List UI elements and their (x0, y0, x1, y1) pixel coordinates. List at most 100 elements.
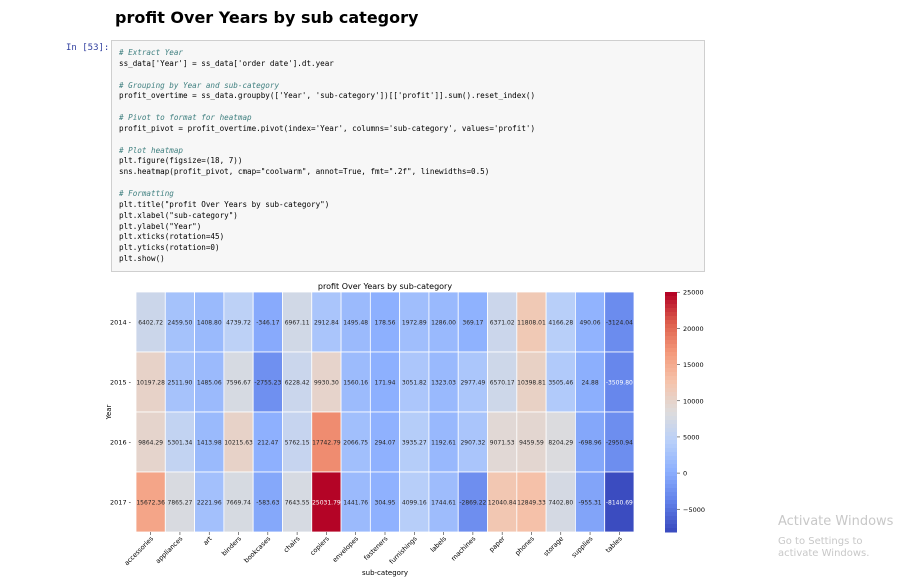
colorbar-segment (665, 352, 677, 357)
colorbar-segment (665, 460, 677, 465)
colorbar-segment (665, 456, 677, 461)
code-line: ss_data['Year'] = ss_data['order date'].… (119, 58, 334, 68)
x-tick-label: appliances (154, 534, 185, 565)
heatmap-cell (575, 411, 606, 473)
cell-annotation: -2755.23 (254, 380, 281, 387)
cell-annotation: 2907.32 (460, 440, 485, 447)
code-line: plt.show() (119, 254, 165, 264)
cell-annotation: 7643.55 (285, 500, 310, 507)
section-heading: profit Over Years by sub category (115, 8, 419, 27)
colorbar-segment (665, 308, 677, 313)
colorbar-segment (665, 484, 677, 489)
cell-annotation: 2066.75 (343, 440, 368, 447)
colorbar-tick-label: 25000 (683, 289, 704, 297)
heatmap-cell (194, 291, 225, 353)
cell-annotation: 12849.33 (517, 500, 546, 507)
colorbar-segment (665, 372, 677, 377)
cell-annotation: 3505.46 (548, 380, 573, 387)
x-tick-label: envelopes (331, 534, 361, 564)
colorbar-segment (665, 392, 677, 397)
heatmap-cell (252, 351, 283, 413)
heatmap-cell (311, 291, 342, 353)
colorbar-segment (665, 496, 677, 501)
heatmap-cell (164, 411, 195, 473)
heatmap-cell (164, 471, 195, 533)
colorbar-segment (665, 356, 677, 361)
colorbar-segment (665, 512, 677, 517)
colorbar-segment (665, 448, 677, 453)
cell-annotation: 294.07 (375, 440, 396, 447)
heatmap-cell (340, 351, 371, 413)
heatmap-cell (135, 471, 166, 533)
cell-annotation: 1413.98 (197, 440, 222, 447)
cell-annotation: 10398.81 (517, 380, 546, 387)
heatmap-cell (252, 471, 283, 533)
colorbar-segment (665, 340, 677, 345)
heatmap-cell (135, 291, 166, 353)
code-comment: # Plot heatmap (119, 145, 184, 155)
x-tick-label: fasteners (362, 534, 390, 562)
x-tick-label: bookcases (242, 534, 272, 564)
cell-annotation: 9864.29 (138, 440, 163, 447)
code-line: plt.xticks(rotation=45) (119, 232, 225, 242)
heatmap-cell (135, 351, 166, 413)
colorbar-segment (665, 320, 677, 325)
cell-annotation: 171.94 (375, 380, 396, 387)
cell-annotation: 7596.67 (226, 380, 251, 387)
colorbar-segment (665, 396, 677, 401)
cell-annotation: 11808.01 (517, 320, 546, 327)
colorbar-segment (665, 364, 677, 369)
code-cell[interactable]: # Extract Year ss_data['Year'] = ss_data[… (111, 40, 705, 272)
cell-annotation: 3935.27 (402, 440, 427, 447)
cell-annotation: 1744.61 (431, 500, 456, 507)
cell-annotation: 1441.76 (343, 500, 368, 507)
cell-annotation: -8140.69 (606, 500, 633, 507)
heatmap-cell (135, 411, 166, 473)
x-tick-label: chairs (282, 534, 302, 554)
colorbar-segment (665, 296, 677, 301)
colorbar-tick-label: 0 (683, 470, 687, 478)
cell-annotation: 304.95 (375, 500, 396, 507)
heatmap-cell (428, 411, 459, 473)
cell-annotation: 1485.06 (197, 380, 222, 387)
heatmap-cell (311, 351, 342, 413)
colorbar-segment (665, 476, 677, 481)
colorbar-segment (665, 500, 677, 505)
colorbar-segment (665, 504, 677, 509)
cell-annotation: 490.06 (580, 320, 601, 327)
cell-annotation: 212.47 (257, 440, 278, 447)
colorbar-segment (665, 332, 677, 337)
cell-annotation: 6228.42 (285, 380, 310, 387)
x-tick-label: copiers (309, 534, 332, 557)
code-comment: # Pivot to format for heatmap (119, 113, 252, 123)
heatmap-cell (340, 471, 371, 533)
code-comment: # Extract Year (119, 48, 184, 57)
x-tick-label: tables (604, 534, 624, 554)
cell-annotation: 2912.84 (314, 320, 339, 327)
cell-annotation: 4166.28 (548, 320, 573, 327)
colorbar-segment (665, 432, 677, 437)
colorbar-segment (665, 516, 677, 521)
heatmap-cell (516, 411, 547, 473)
colorbar-segment (665, 472, 677, 477)
x-tick-label: furnishings (388, 534, 419, 565)
cell-annotation: 1495.48 (343, 320, 368, 327)
heatmap-cell (369, 351, 401, 413)
heatmap-cell (457, 411, 488, 473)
colorbar-segment (665, 380, 677, 385)
colorbar-segment (665, 480, 677, 485)
heatmap-cell (223, 471, 254, 533)
cell-annotation: 7669.74 (226, 500, 251, 507)
cell-annotation: 3051.82 (402, 380, 427, 387)
x-tick-label: labels (429, 534, 449, 554)
heatmap-cell (164, 291, 195, 353)
cell-annotation: 9930.30 (314, 380, 339, 387)
code-comment: # Grouping by Year and sub-category (119, 80, 280, 90)
code-line: plt.ylabel("Year") (119, 221, 202, 231)
y-tick-label: 2016 - (110, 439, 132, 447)
heatmap-cell (399, 471, 430, 533)
y-tick-label: 2015 - (110, 379, 132, 387)
cell-annotation: -3509.80 (606, 380, 633, 387)
cell-annotation: -3124.04 (606, 320, 633, 327)
cell-annotation: 10215.63 (224, 440, 253, 447)
